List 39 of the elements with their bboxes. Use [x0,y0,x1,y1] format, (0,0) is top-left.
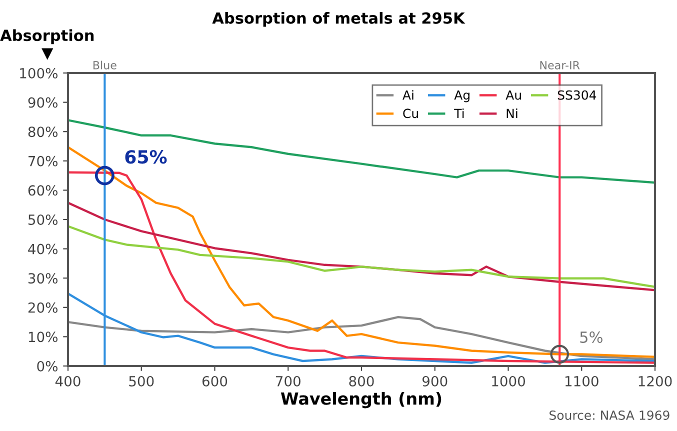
y-tick-label: 30% [28,273,58,284]
y-tick-label: 60% [28,185,58,196]
x-tick-label: 500 [129,376,154,386]
y-tick-label: 80% [28,126,58,138]
x-tick-label: 700 [276,376,300,386]
x-tick-label: 600 [202,376,228,386]
y-tick-label: 10% [28,332,58,342]
y-tick-label: 90% [28,97,58,108]
line-series [68,225,655,288]
y-tick-label: 50% [28,214,58,225]
y-tick-label: 70% [28,156,58,166]
legend-label: SS304 [558,90,596,100]
y-axis-title: Absorption ▼ [0,29,94,60]
x-axis-title: Wavelength (nm) [280,392,442,408]
line-series [68,316,655,360]
legend-label: Au [506,90,521,100]
y-tick-label: 40% [28,244,58,254]
legend-label: Ai [402,90,414,100]
ref-line-label: Blue [93,60,116,70]
ref-line-label: Near-IR [540,61,580,70]
line-series [68,119,655,184]
chart-title: Absorption of metals at 295K [212,12,466,27]
x-tick-label: 800 [349,376,374,386]
legend-label: Ag [454,90,470,102]
legend-label: Cu [403,108,418,118]
legend-label: Ni [506,108,518,118]
y-tick-label: 20% [28,302,58,313]
annotation: 65% [125,150,167,164]
x-tick-label: 1000 [492,376,525,386]
x-tick-label: 1100 [565,376,598,386]
legend-label: Ti [454,108,464,118]
source-note: Source: NASA 1969 [550,410,670,420]
x-tick-label: 400 [55,376,80,386]
annotation: 5% [580,331,602,343]
line-series [68,202,655,292]
y-tick-label: 100% [20,68,58,78]
y-tick-label: 0% [37,360,58,372]
x-tick-label: 900 [422,376,448,386]
x-tick-label: 1200 [638,376,672,386]
